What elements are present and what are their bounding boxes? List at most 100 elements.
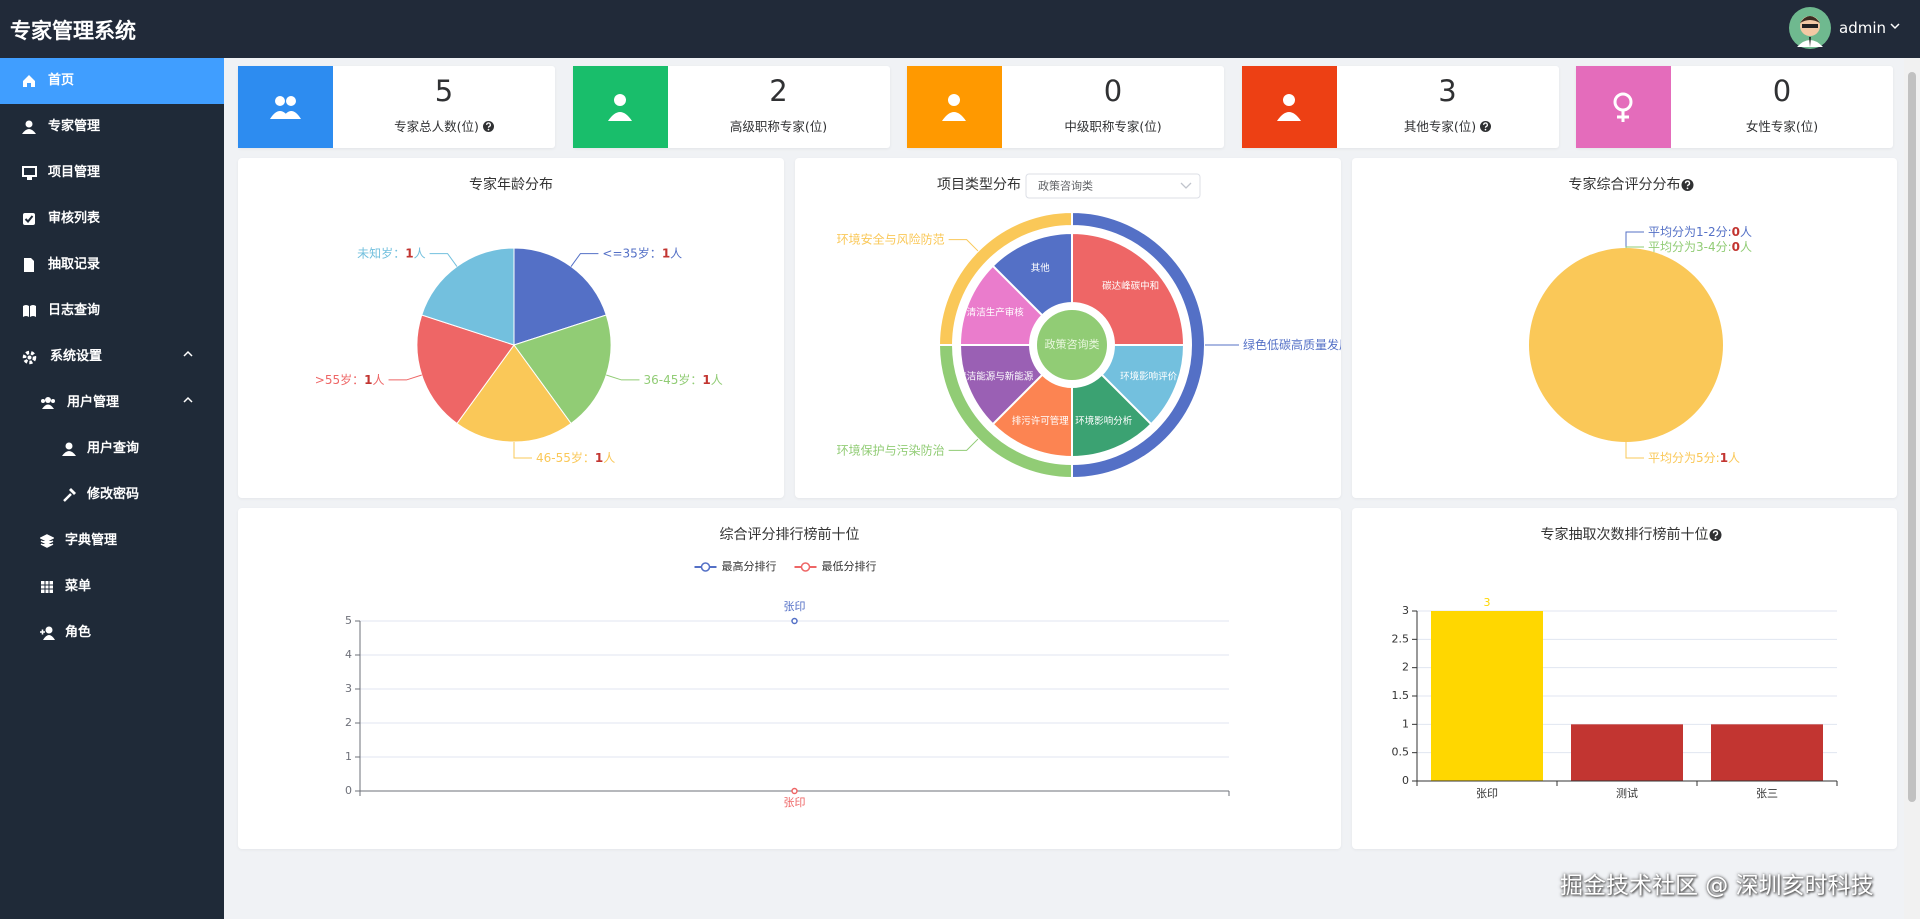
segment-label: 清洁生产审核 [967,307,1025,319]
app-title: 专家管理系统 [10,19,136,43]
y-tick-label: 2.5 [1392,632,1410,645]
stat-icon-box [1576,66,1671,148]
menu-label: 审核列表 [48,211,101,226]
menu-item[interactable]: 修改密码 [0,472,224,518]
y-tick-label: 1 [1402,717,1409,730]
legend-item[interactable]: 最低分排行 [794,559,877,573]
label-unit: 人 [670,246,682,260]
label-value: 1 [405,246,413,260]
center-circle [1037,310,1107,380]
chart: 项目类型分布 政策咨询类碳达峰碳中和环境影响评价环境影响分析排污许可管理清洁能源与… [837,173,1341,480]
label-leader [429,253,458,267]
label-name: <=35岁 [602,245,649,260]
help-dot [1714,537,1717,540]
icon [41,397,55,409]
segment-label: 排污许可管理 [1012,415,1070,427]
segment-label: 环境影响评价 [1120,370,1178,382]
legend-item[interactable]: 最高分排行 [694,559,777,573]
label-unit: 人 [1740,225,1752,239]
stat-icon-box [1241,66,1337,148]
segment-label: 绿色低碳高质量发展 [1243,337,1341,352]
segment-label: 环境影响分析 [1075,415,1133,427]
segment-label: 环境保护与污染防治 [837,442,945,457]
stat-label: 其他专家(位) [1337,116,1559,135]
label-separator: : [1728,225,1732,239]
menu-item[interactable]: 专家管理 [0,104,224,150]
center-label: 政策咨询类 [1045,337,1100,351]
menu-item[interactable]: 项目管理 [0,150,224,196]
stat-label: 女性专家(位) [1671,116,1893,135]
menu-item[interactable]: 字典管理 [0,518,224,564]
avatar[interactable] [1789,7,1831,49]
segment-label: 清洁能源与新能源 [957,370,1034,382]
point-label: 张印 [784,796,806,809]
menu-item[interactable]: 抽取记录 [0,242,224,288]
point-label: 张印 [784,600,806,613]
help-icon[interactable] [1681,179,1694,191]
help-mark [1712,530,1719,537]
inner-segment [1071,231,1186,346]
expand-arrow [183,396,193,403]
help-icon[interactable] [1709,529,1722,541]
label-leader [1625,442,1644,459]
menu-label: 修改密码 [87,487,140,502]
help-icon[interactable] [1480,121,1492,132]
point [791,787,798,795]
label-leader [606,374,640,381]
slice-label: >55岁：1人 [315,371,385,386]
menu-item[interactable]: 审核列表 [0,196,224,242]
icon [24,258,34,272]
bar [1571,724,1683,781]
label-separator: ： [352,372,364,386]
stat-icon [1276,94,1301,121]
menu-item[interactable]: 日志查询 [0,288,224,334]
inner-segment [991,231,1073,317]
label-value: 1 [364,372,372,386]
chart: 专家抽取次数排行榜前十位 0 0.5 1 1.5 2 2.5 3 3 张印 测试 张三 [1392,526,1838,800]
help-icon[interactable] [482,121,494,132]
stat-label-text: 高级职称专家(位) [729,119,828,134]
y-tick-label: 1 [345,750,352,763]
slice-label: 平均分为3-4分:0人 [1648,240,1752,254]
y-tick-label: 4 [345,648,352,661]
user-menu-arrow[interactable] [1890,23,1900,31]
label-leader [513,442,532,459]
stat-card: 3 其他专家(位) [1241,66,1559,148]
menu-item[interactable]: 系统设置 [0,334,224,380]
menu-item[interactable]: 角色 [0,610,224,656]
menu-label: 系统设置 [50,349,103,364]
scrollbar[interactable] [1904,58,1920,919]
label-separator: : [1716,451,1720,465]
select-box[interactable]: 政策咨询类 [1025,173,1201,199]
label-name: 平均分为3-4分 [1648,240,1728,254]
bar [1711,724,1823,781]
menu-item[interactable]: 菜单 [0,564,224,610]
label-name: 平均分为1-2分 [1648,225,1728,239]
y-tick-label: 0 [345,784,352,797]
icon [23,75,35,87]
scroll-thumb[interactable] [1908,72,1916,802]
segment-label: 环境安全与风险防范 [837,231,945,246]
user-name[interactable]: admin [1839,19,1886,37]
menu-label: 菜单 [65,579,92,594]
label-unit: 人 [603,451,615,465]
chart: 专家年龄分布<=35岁：1人36-45岁：1人46-55岁：1人>55岁：1人未… [315,176,723,465]
menu-item[interactable]: 首页 [0,58,224,104]
legend-marker [800,562,811,572]
pie-slice [416,314,515,425]
menu-item[interactable]: 用户管理 [0,380,224,426]
menu-item[interactable]: 用户查询 [0,426,224,472]
panel: 专家抽取次数排行榜前十位 0 0.5 1 1.5 2 2.5 3 3 张印 测试 张三 [1352,508,1897,849]
label-unit: 人 [373,372,385,386]
slice-label: 环境安全与风险防范 [837,231,945,246]
label-value: 0 [1732,225,1740,239]
y-tick-label: 5 [345,614,352,627]
panel: 专家综合评分分布 平均分为1-2分:0人 平均分为3-4分:0人 平均分为5分:1人 [1352,158,1897,498]
outer-segment [937,210,1073,346]
label-separator: ： [393,246,405,260]
stat-icon [1613,92,1633,122]
segment-label: 其他 [1031,262,1051,274]
y-tick-label: 2 [345,716,352,729]
y-tick-label: 0 [1402,774,1409,787]
